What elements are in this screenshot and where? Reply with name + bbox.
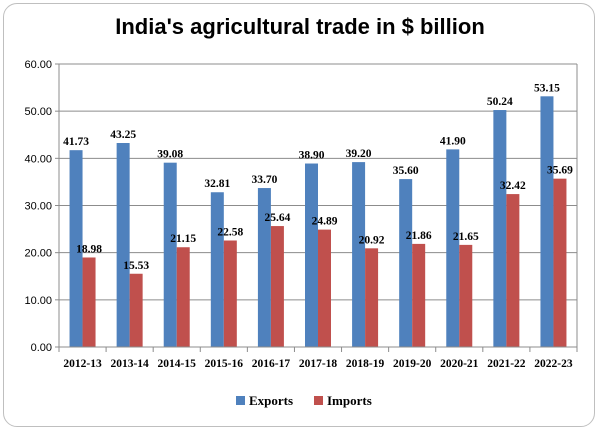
data-label-exports: 32.81 xyxy=(204,178,230,190)
data-label-imports: 22.58 xyxy=(217,226,243,238)
x-tick-label: 2020-21 xyxy=(440,358,479,370)
x-tick-label: 2018-19 xyxy=(346,358,385,370)
data-label-imports: 20.92 xyxy=(359,234,385,246)
bar-imports xyxy=(459,244,473,347)
data-label-exports: 38.90 xyxy=(299,150,325,162)
y-tick-label: 40.00 xyxy=(24,153,52,165)
data-label-exports: 53.15 xyxy=(534,82,560,94)
bar-imports xyxy=(318,229,331,347)
bar-exports xyxy=(210,192,224,347)
y-tick-label: 30.00 xyxy=(24,201,52,213)
legend-label-exports: Exports xyxy=(249,393,293,408)
legend-swatch-exports xyxy=(236,396,245,405)
data-label-imports: 15.53 xyxy=(123,260,149,272)
legend-swatch-imports xyxy=(314,396,323,405)
x-tick-label: 2019-20 xyxy=(393,358,432,370)
data-label-imports: 24.89 xyxy=(312,216,338,228)
bar-imports xyxy=(176,247,190,347)
data-label-imports: 21.15 xyxy=(170,233,196,245)
x-tick-label: 2012-13 xyxy=(63,358,102,370)
x-tick-label: 2015-16 xyxy=(205,358,244,370)
bar-exports xyxy=(257,188,271,347)
data-label-exports: 41.73 xyxy=(63,136,89,148)
bar-exports xyxy=(305,163,318,347)
data-label-exports: 50.24 xyxy=(487,96,513,108)
x-tick-label: 2016-17 xyxy=(252,358,291,370)
bar-exports xyxy=(163,162,177,347)
bar-imports xyxy=(412,243,426,347)
bar-exports xyxy=(493,110,507,347)
bar-exports xyxy=(399,179,413,347)
data-label-exports: 39.20 xyxy=(346,148,372,160)
bar-imports xyxy=(506,194,520,347)
bar-exports xyxy=(446,149,460,347)
bar-exports xyxy=(69,150,83,347)
bar-imports xyxy=(82,257,96,347)
data-label-exports: 43.25 xyxy=(110,129,136,141)
x-tick-label: 2017-18 xyxy=(299,358,338,370)
data-label-exports: 39.08 xyxy=(157,149,183,161)
y-tick-label: 0.00 xyxy=(31,342,52,354)
data-label-imports: 21.65 xyxy=(453,231,479,243)
legend-label-imports: Imports xyxy=(327,393,372,408)
data-label-exports: 33.70 xyxy=(251,174,277,186)
x-tick-label: 2014-15 xyxy=(158,358,197,370)
data-label-imports: 32.42 xyxy=(500,180,526,192)
data-label-exports: 35.60 xyxy=(393,165,419,177)
bar-imports xyxy=(223,240,237,347)
data-label-exports: 41.90 xyxy=(440,135,466,147)
data-label-imports: 18.98 xyxy=(76,243,102,255)
bar-exports xyxy=(352,162,366,347)
y-tick-label: 50.00 xyxy=(24,106,52,118)
x-tick-label: 2013-14 xyxy=(110,358,149,370)
y-tick-label: 60.00 xyxy=(24,59,52,71)
x-tick-label: 2021-22 xyxy=(487,358,526,370)
data-label-imports: 35.69 xyxy=(547,165,573,177)
y-tick-label: 20.00 xyxy=(24,248,52,260)
data-label-imports: 21.86 xyxy=(406,230,432,242)
bar-exports xyxy=(116,143,130,347)
chart-title: India's agricultural trade in $ billion xyxy=(115,14,485,39)
bar-imports xyxy=(129,273,143,347)
y-tick-label: 10.00 xyxy=(24,295,52,307)
bar-imports xyxy=(553,178,567,347)
bar-imports xyxy=(365,248,379,347)
bar-imports xyxy=(270,226,284,347)
x-tick-label: 2022-23 xyxy=(534,358,573,370)
bar-exports xyxy=(540,96,554,347)
data-label-imports: 25.64 xyxy=(264,212,290,224)
